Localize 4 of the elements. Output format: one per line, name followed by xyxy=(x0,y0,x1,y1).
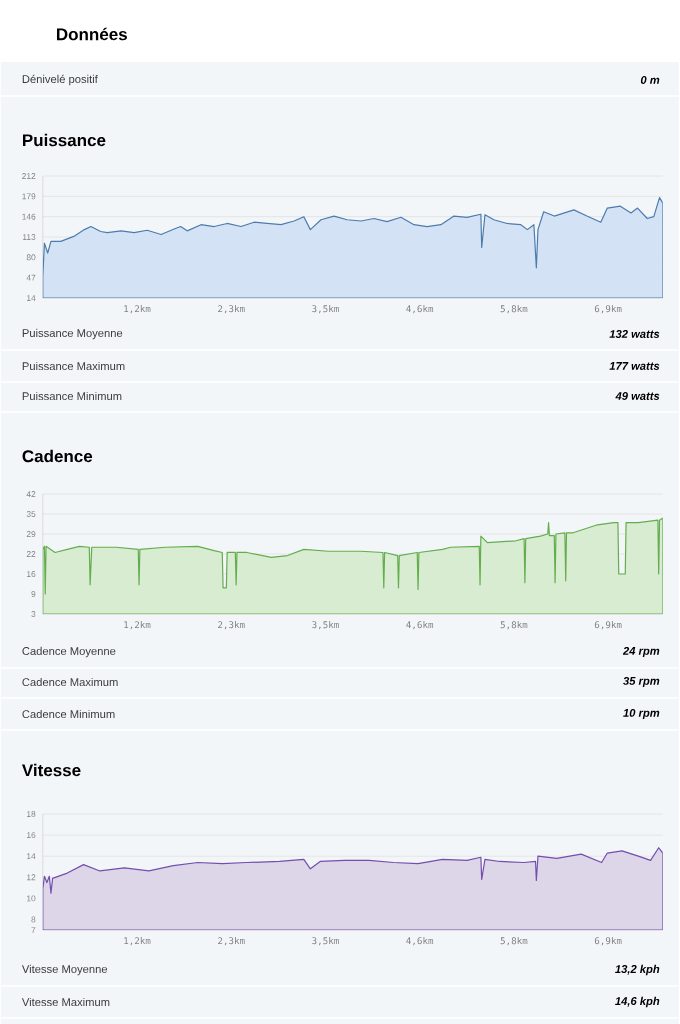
chart-title: Cadence xyxy=(22,449,93,463)
chart-title: Puissance xyxy=(23,133,106,147)
text: Données xyxy=(57,27,128,41)
chart-title: Vitesse xyxy=(22,763,81,777)
